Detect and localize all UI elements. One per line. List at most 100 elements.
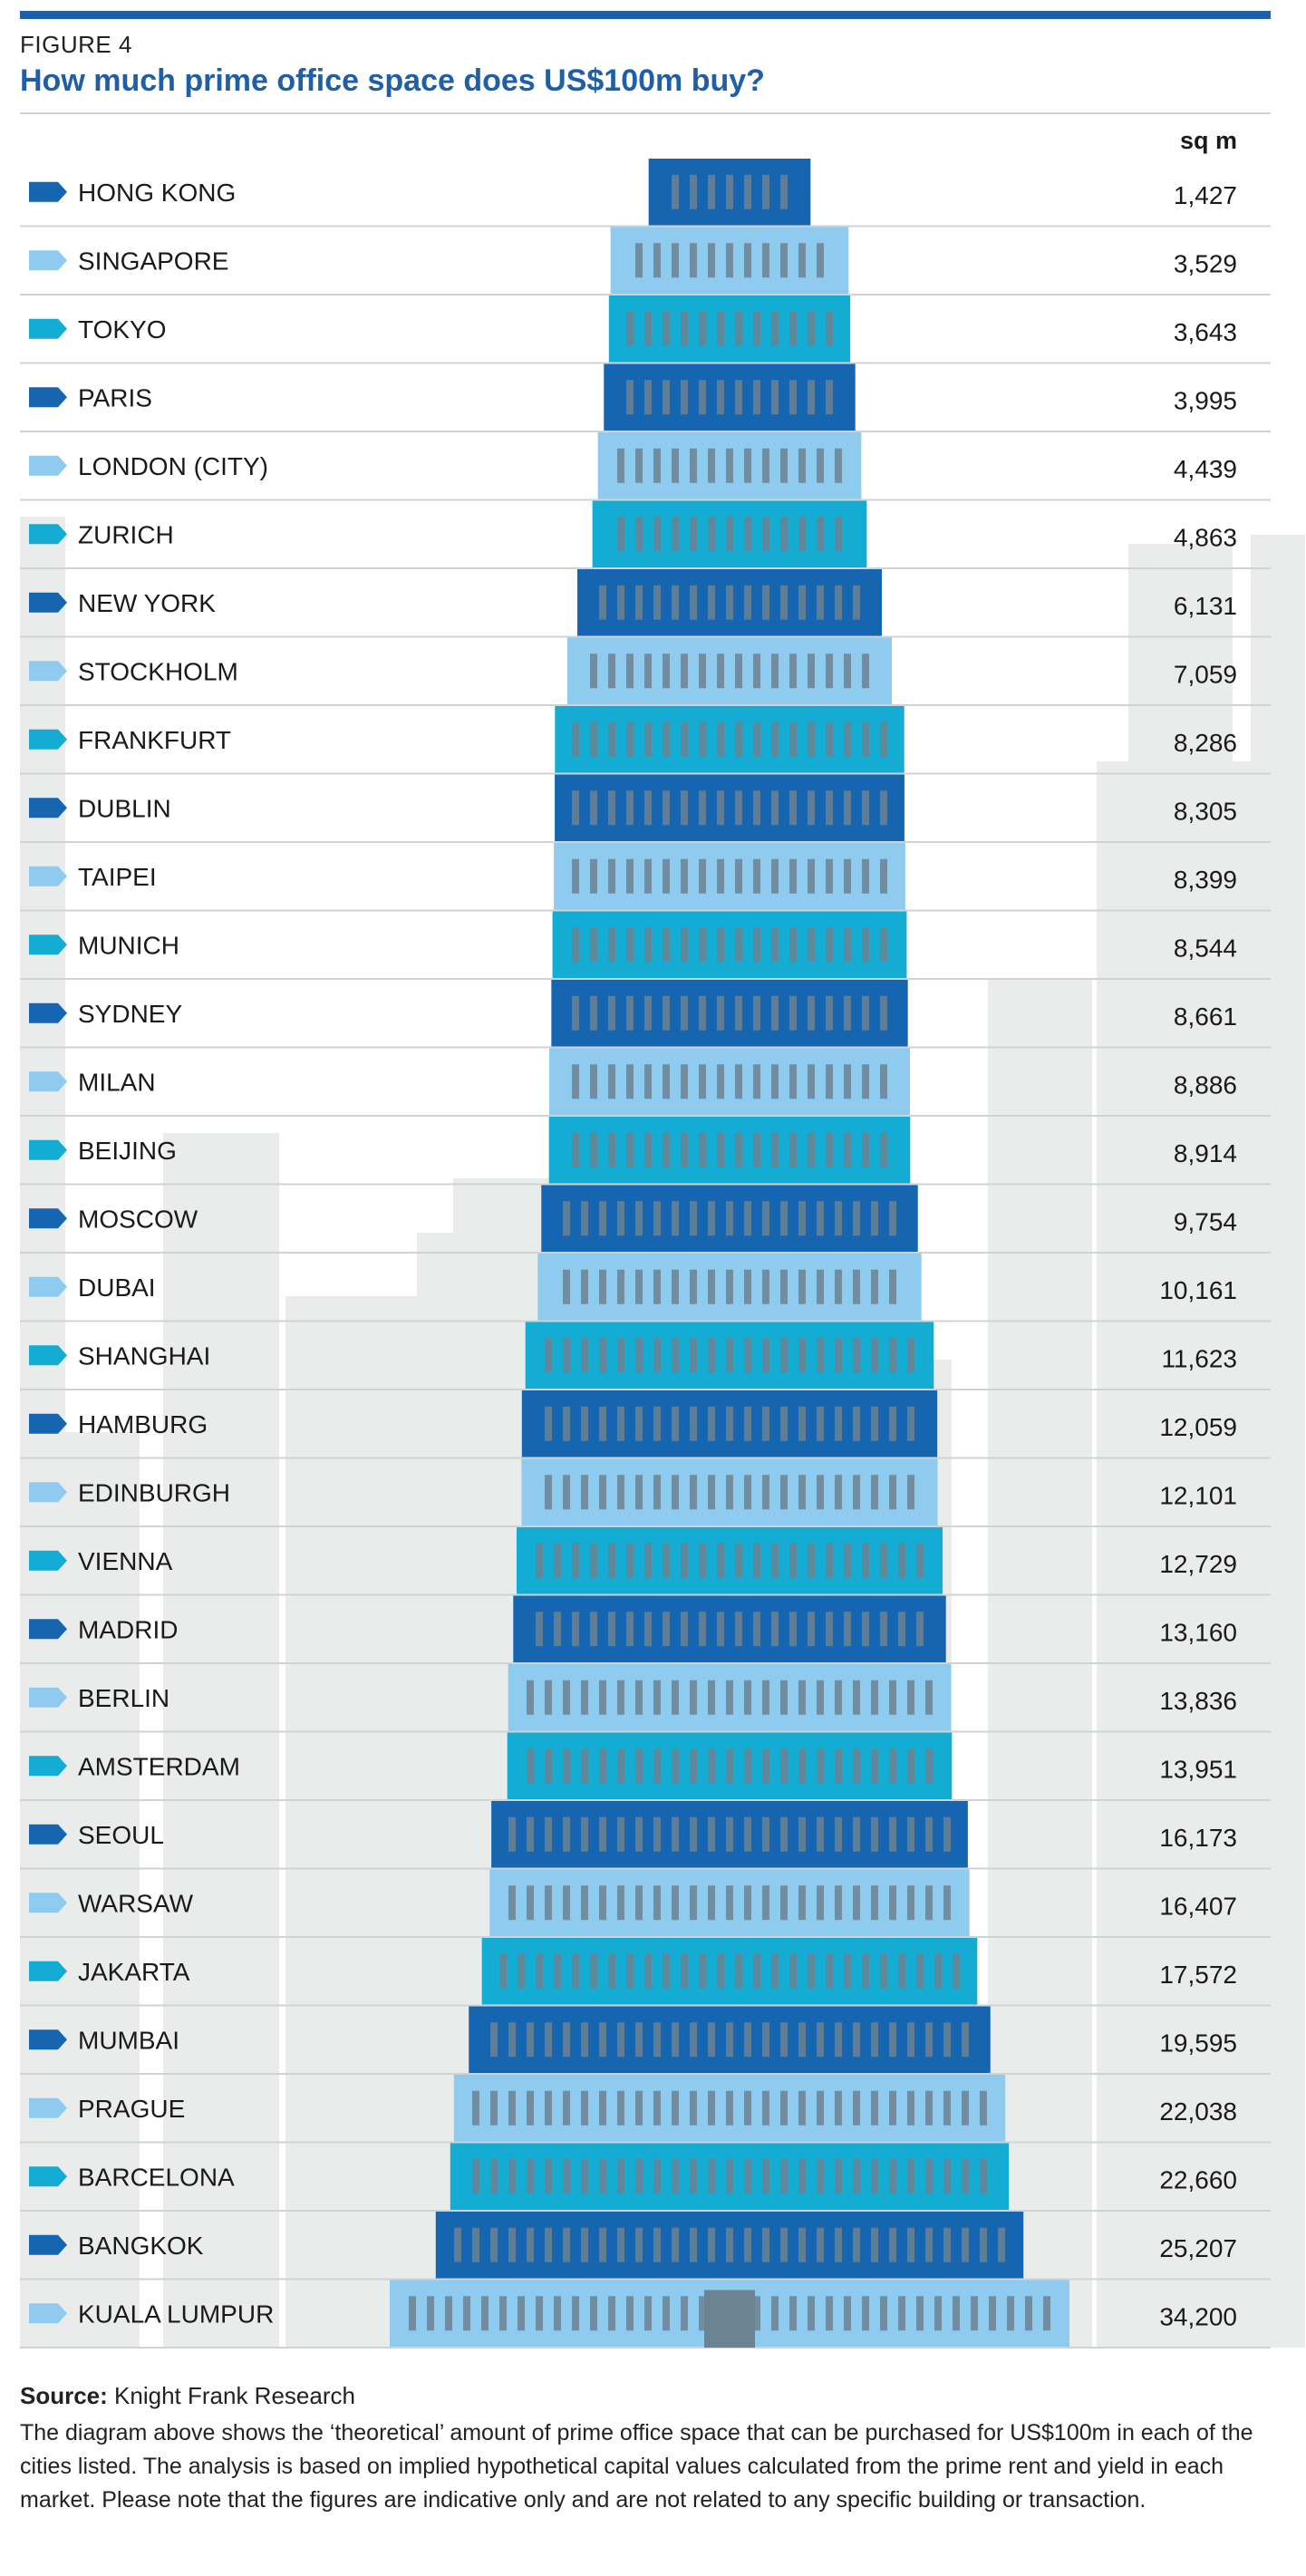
- bar-window: [527, 1680, 534, 1715]
- bar-window: [699, 2296, 706, 2331]
- bar-window: [771, 380, 779, 415]
- bar-window: [617, 2090, 624, 2126]
- bar-window: [808, 654, 815, 689]
- bar-window: [853, 1680, 860, 1715]
- bar-window: [653, 585, 661, 620]
- bar-window: [753, 995, 760, 1031]
- bar-window: [563, 1680, 570, 1715]
- bar-window: [681, 790, 688, 826]
- bar-window: [853, 585, 860, 620]
- bar-window: [717, 1953, 724, 1989]
- bar-window: [853, 1338, 860, 1373]
- bar-window: [599, 2227, 606, 2262]
- data-label: 25,207: [1159, 2234, 1237, 2262]
- bar-window: [808, 311, 815, 346]
- row-divider: [20, 225, 1271, 228]
- bar-window: [789, 1132, 797, 1167]
- bar-window: [826, 1132, 833, 1167]
- bar-window: [663, 858, 670, 894]
- bar-window: [472, 2227, 479, 2262]
- bar: [554, 843, 905, 910]
- bar: [481, 1938, 978, 2005]
- bar-window: [635, 1269, 643, 1304]
- tick-label: SINGAPORE: [78, 247, 228, 275]
- bar-window: [690, 1748, 697, 1784]
- bar-window: [826, 654, 833, 689]
- bar-window: [590, 1132, 597, 1167]
- bar-window: [599, 1816, 606, 1852]
- row-divider: [20, 2004, 1271, 2007]
- bar-window: [563, 1406, 570, 1441]
- bar-window: [826, 380, 833, 415]
- bar-window: [699, 995, 706, 1031]
- row-divider: [20, 1320, 1271, 1322]
- bar-window: [617, 1269, 624, 1304]
- bar-window: [699, 1132, 706, 1167]
- bar-window: [808, 1064, 815, 1099]
- tick-label: PRAGUE: [78, 2095, 185, 2123]
- bar-window: [572, 995, 579, 1031]
- bar-window: [798, 1680, 806, 1715]
- bar-window: [536, 2296, 543, 2331]
- bar-window: [780, 1201, 788, 1236]
- bar-window: [771, 311, 779, 346]
- bar-window: [545, 2159, 552, 2194]
- bar-window: [563, 2090, 570, 2126]
- row-marker-icon: [29, 1139, 67, 1160]
- bar-window: [690, 1475, 697, 1510]
- bar-window: [672, 1885, 679, 1921]
- bar-window: [599, 585, 606, 620]
- bar-window: [608, 1612, 615, 1647]
- bar-window: [608, 1132, 615, 1167]
- bar-window: [653, 1885, 661, 1921]
- bar-window: [735, 721, 742, 757]
- row-marker-icon: [29, 1345, 67, 1366]
- row-marker-icon: [29, 181, 67, 202]
- row-marker-icon: [29, 1687, 67, 1708]
- bar-window: [817, 243, 824, 278]
- bar-window: [672, 1748, 679, 1784]
- bar-window: [780, 2159, 788, 2194]
- data-label: 16,407: [1159, 1892, 1237, 1920]
- bar-window: [880, 995, 887, 1031]
- bar-window: [771, 1612, 779, 1647]
- data-label: 11,623: [1161, 1344, 1237, 1372]
- bar-window: [798, 1269, 806, 1304]
- bar-window: [798, 1816, 806, 1852]
- bar-window: [826, 2296, 833, 2331]
- bar-window: [599, 1406, 606, 1441]
- bar-window: [835, 1816, 842, 1852]
- bar-window: [762, 517, 769, 552]
- bar-window: [889, 2022, 896, 2058]
- bar-window: [617, 517, 624, 552]
- skyline-building: [1128, 544, 1233, 2348]
- row-divider: [20, 499, 1271, 501]
- bar-window: [762, 1338, 769, 1373]
- bar-window: [826, 927, 833, 963]
- bar-window: [681, 721, 688, 757]
- row-marker-icon: [29, 592, 67, 613]
- bar-window: [599, 1201, 606, 1236]
- bar-window: [880, 1543, 887, 1578]
- bar-window: [735, 858, 742, 894]
- bar-window: [744, 1338, 751, 1373]
- row-marker-icon: [29, 1756, 67, 1777]
- bar-window: [699, 380, 706, 415]
- bar-window: [808, 995, 815, 1031]
- bar: [555, 706, 905, 773]
- bar-window: [853, 1748, 860, 1784]
- bar-window: [880, 1612, 887, 1647]
- bar-window: [753, 1064, 760, 1099]
- bar-window: [545, 1816, 552, 1852]
- row-divider: [20, 772, 1271, 775]
- bar-window: [844, 858, 851, 894]
- row-divider: [20, 1867, 1271, 1870]
- bar-window: [590, 790, 597, 826]
- bar-window: [862, 1132, 869, 1167]
- bar-window: [708, 2159, 715, 2194]
- bar-window: [726, 2090, 733, 2126]
- bar-window: [817, 1201, 824, 1236]
- bar-window: [681, 1064, 688, 1099]
- bar-window: [463, 2296, 470, 2331]
- bar-window: [644, 1612, 652, 1647]
